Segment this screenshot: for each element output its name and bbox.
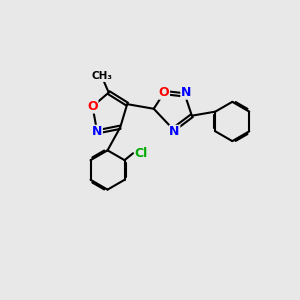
Text: N: N [169, 125, 180, 138]
Text: O: O [87, 100, 98, 113]
Text: O: O [159, 86, 170, 99]
Text: Cl: Cl [135, 147, 148, 160]
Text: CH₃: CH₃ [91, 71, 112, 81]
Text: N: N [92, 125, 102, 138]
Text: N: N [181, 86, 191, 99]
